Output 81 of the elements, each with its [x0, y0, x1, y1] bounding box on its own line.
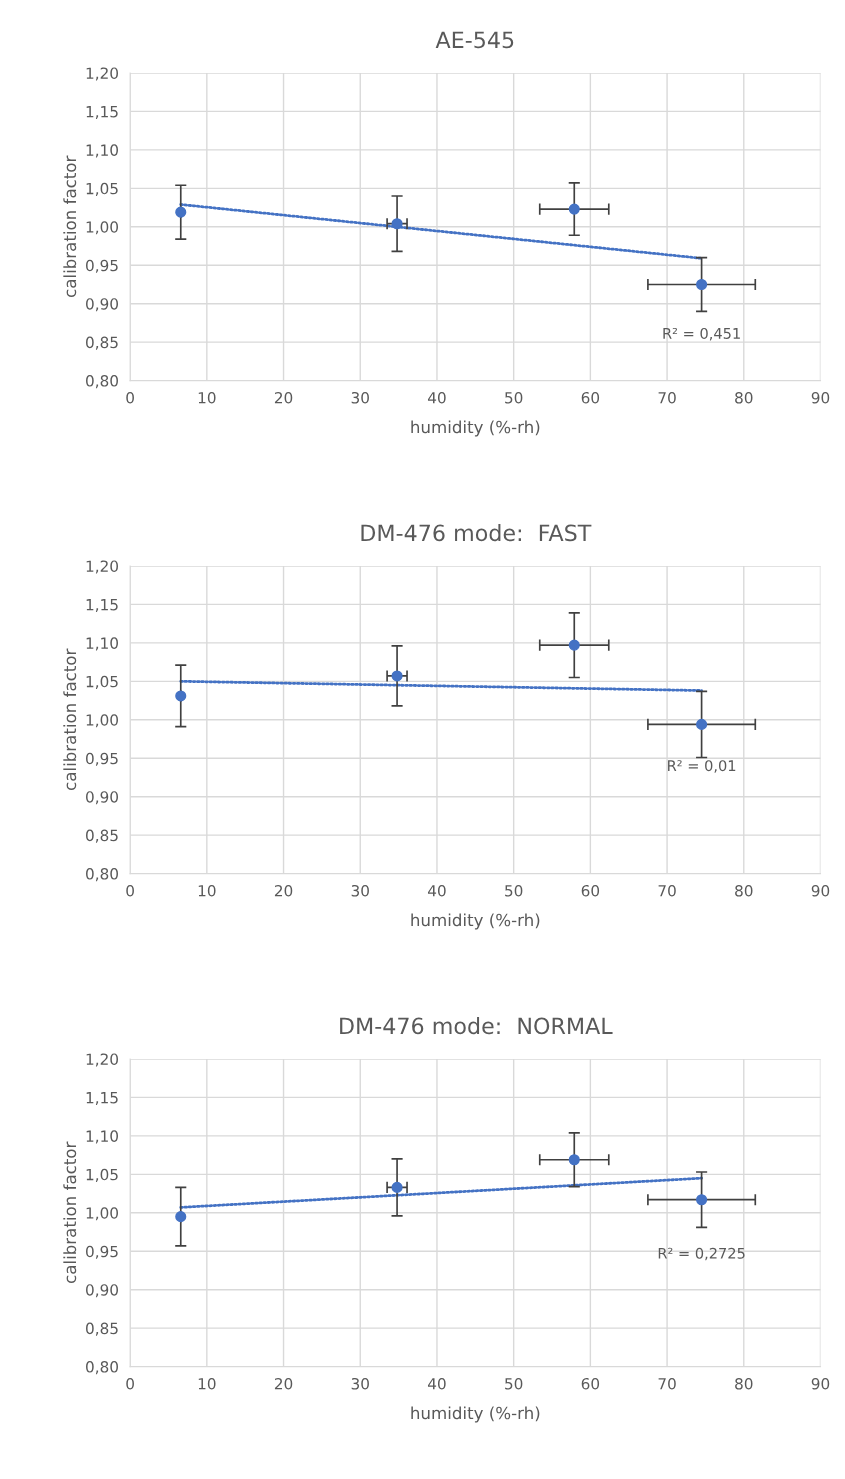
x-tick-label: 60	[581, 1377, 600, 1390]
y-tick-label: 0,85	[86, 336, 118, 350]
annotation: R² = 0,01	[668, 760, 736, 773]
annotation: R² = 0,451	[663, 327, 740, 341]
y-tick-label: 0,90	[86, 1284, 118, 1298]
point	[696, 278, 708, 291]
chart-title: AE-545	[435, 31, 514, 49]
x-tick-label: 70	[658, 884, 676, 897]
x-tick-label: 40	[427, 1377, 446, 1390]
x-tick-label: 10	[198, 1377, 216, 1390]
y-axis-title: calibration factor	[63, 1141, 77, 1284]
y-tick-label: 1,10	[86, 144, 118, 158]
y-tick-label: 1,10	[86, 637, 118, 651]
point	[175, 1211, 187, 1223]
y-tick-label: 0,95	[86, 1245, 118, 1259]
y-tick-label: 1,15	[86, 599, 118, 612]
point	[568, 639, 580, 651]
x-tick-label: 90	[811, 1377, 830, 1390]
y-tick-label: 0,85	[86, 829, 118, 843]
y-tick-label: 1,05	[86, 1168, 118, 1182]
y-tick-label: 1,05	[86, 675, 118, 689]
x-tick-label: 90	[811, 884, 830, 897]
y-tick-label: 0,80	[86, 375, 118, 389]
point	[568, 203, 580, 215]
x-tick-label: 50	[505, 1377, 523, 1390]
y-axis-title: calibration factor	[63, 648, 77, 791]
y-tick-label: 1,05	[86, 182, 118, 196]
x-tick-label: 0	[126, 391, 134, 404]
x-tick-label: 0	[126, 1377, 134, 1390]
x-tick-label: 80	[735, 1377, 753, 1390]
y-tick-label: 1,20	[86, 560, 118, 574]
x-tick-label: 70	[658, 1377, 676, 1390]
annotation: R² = 0,2725	[658, 1247, 745, 1261]
x-tick-label: 40	[427, 884, 446, 897]
y-tick-label: 0,80	[86, 868, 118, 882]
x-tick-label: 30	[351, 391, 369, 404]
x-tick-label: 30	[351, 1377, 369, 1390]
x-axis-title: humidity (%-rh)	[411, 420, 540, 437]
point	[696, 1194, 708, 1206]
y-tick-label: 1,00	[86, 221, 118, 235]
chart-title: DM-476 mode: FAST	[361, 524, 592, 542]
y-tick-label: 0,90	[86, 791, 118, 805]
x-tick-label: 30	[351, 884, 369, 897]
x-axis-title: humidity (%-rh)	[411, 913, 540, 930]
x-tick-label: 10	[198, 391, 216, 404]
x-tick-label: 20	[274, 1377, 293, 1390]
x-tick-label: 20	[274, 884, 293, 897]
point	[175, 690, 187, 702]
y-tick-label: 0,95	[86, 259, 118, 273]
y-tick-label: 1,10	[86, 1130, 118, 1144]
x-tick-label: 50	[505, 884, 523, 897]
x-tick-label: 50	[505, 391, 523, 404]
y-tick-label: 1,20	[86, 67, 118, 81]
point	[175, 206, 187, 218]
y-tick-label: 0,80	[86, 1361, 118, 1375]
x-tick-label: 80	[735, 391, 753, 404]
x-tick-label: 20	[274, 391, 293, 404]
x-tick-label: 10	[198, 884, 216, 897]
y-tick-label: 0,90	[86, 298, 118, 312]
y-tick-label: 1,20	[86, 1053, 118, 1067]
x-tick-label: 60	[581, 884, 600, 897]
point	[568, 1154, 580, 1166]
point	[391, 218, 403, 230]
point	[696, 718, 708, 730]
x-tick-label: 90	[811, 391, 830, 404]
chart-title: DM-476 mode: NORMAL	[340, 1017, 613, 1035]
y-tick-label: 0,85	[86, 1322, 118, 1336]
y-axis-title: calibration factor	[63, 155, 77, 298]
x-tick-label: 80	[735, 884, 753, 897]
y-tick-label: 1,15	[86, 106, 118, 119]
x-axis-title: humidity (%-rh)	[411, 1406, 540, 1423]
x-tick-label: 70	[658, 391, 676, 404]
x-tick-label: 40	[427, 391, 446, 404]
point	[391, 1181, 403, 1193]
point	[391, 670, 403, 682]
x-tick-label: 60	[581, 391, 600, 404]
y-tick-label: 1,00	[86, 714, 118, 728]
y-tick-label: 1,00	[86, 1207, 118, 1221]
x-tick-label: 0	[126, 884, 134, 897]
y-tick-label: 0,95	[86, 752, 118, 766]
y-tick-label: 1,15	[86, 1092, 118, 1105]
